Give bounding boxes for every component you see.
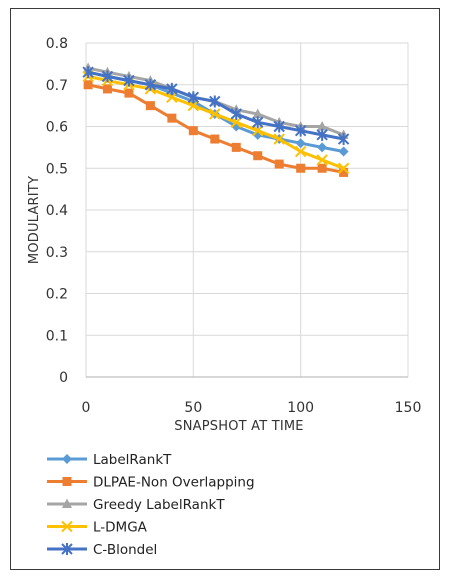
data-point xyxy=(166,82,178,95)
data-point xyxy=(337,162,350,174)
data-point xyxy=(209,95,221,108)
legend-entry: C-Blondel xyxy=(47,542,157,558)
data-point xyxy=(273,133,285,145)
legend-entry: DLPAE-Non Overlapping xyxy=(47,475,255,491)
data-point xyxy=(253,151,263,161)
gridlines xyxy=(85,42,409,378)
data-point xyxy=(101,70,114,83)
data-point xyxy=(294,124,307,137)
data-point xyxy=(294,145,307,158)
data-point xyxy=(83,80,93,90)
data-point xyxy=(188,126,198,136)
data-point xyxy=(252,108,263,118)
data-point xyxy=(167,113,177,123)
series-dlpae-non-overlapping xyxy=(83,80,349,177)
data-point xyxy=(273,120,285,133)
data-point xyxy=(295,138,306,149)
legend-label: C-Blondel xyxy=(93,542,157,558)
data-point xyxy=(123,74,135,87)
series-l-dmga xyxy=(82,70,350,174)
data-point xyxy=(210,134,220,144)
legend-label: LabelRankT xyxy=(93,452,172,468)
legend-entry: Greedy LabelRankT xyxy=(47,497,225,513)
data-point xyxy=(339,167,349,177)
series-lines xyxy=(82,62,350,177)
data-point xyxy=(230,116,242,129)
data-point xyxy=(230,107,242,120)
data-point xyxy=(82,66,94,79)
x-tick-label: 100 xyxy=(287,400,314,416)
legend-marker xyxy=(62,477,72,486)
data-point xyxy=(187,91,200,104)
data-point xyxy=(102,84,112,94)
legend-marker xyxy=(61,520,73,533)
data-point xyxy=(252,116,264,129)
y-tick-label: 0.3 xyxy=(46,245,68,261)
data-point xyxy=(209,108,221,120)
data-point xyxy=(124,88,134,98)
data-point xyxy=(317,163,327,173)
y-tick-label: 0.2 xyxy=(46,287,68,303)
x-tick-label: 0 xyxy=(82,400,91,416)
data-point xyxy=(337,133,350,146)
y-tick-label: 0.1 xyxy=(46,328,68,344)
y-tick-label: 0.4 xyxy=(46,203,68,219)
data-point xyxy=(274,159,284,169)
tick-labels: 0 0.1 0.2 0.3 0.4 0.5 0.6 0.7 0.8 0 50 100 150 xyxy=(46,36,422,416)
y-axis-title: MODULARITY xyxy=(27,176,42,264)
data-point xyxy=(144,78,157,91)
y-tick-label: 0.7 xyxy=(46,78,68,94)
x-tick-label: 150 xyxy=(395,400,422,416)
data-point xyxy=(338,146,349,157)
data-point xyxy=(317,121,328,131)
series-line-dlpae-non-overlapping xyxy=(87,83,344,174)
data-point xyxy=(316,154,328,166)
x-tick-label: 50 xyxy=(184,400,202,416)
legend-label: DLPAE-Non Overlapping xyxy=(93,475,255,491)
y-tick-label: 0.8 xyxy=(46,36,68,52)
legend-marker xyxy=(62,498,72,508)
legend-label: Greedy LabelRankT xyxy=(93,497,225,513)
data-point xyxy=(145,101,155,111)
y-tick-label: 0 xyxy=(59,370,68,386)
data-point xyxy=(231,142,241,152)
legend-label: L-DMGA xyxy=(93,520,148,536)
legend-marker xyxy=(61,543,73,555)
data-point xyxy=(187,99,200,112)
legend-marker xyxy=(62,454,72,464)
data-point xyxy=(296,163,306,173)
legend-entry: L-DMGA xyxy=(47,520,148,536)
series-c-blondel xyxy=(82,66,350,146)
data-point xyxy=(252,124,264,137)
chart-frame xyxy=(10,8,440,570)
y-tick-label: 0.5 xyxy=(46,161,68,177)
y-tick-label: 0.6 xyxy=(46,120,68,136)
x-axis-title: SNAPSHOT AT TIME xyxy=(174,419,303,434)
data-point xyxy=(317,142,328,153)
legend-entry: LabelRankT xyxy=(47,452,172,468)
legend: LabelRankT DLPAE-Non Overlapping Greedy La… xyxy=(47,452,255,558)
data-point xyxy=(166,91,178,103)
data-point xyxy=(316,128,328,141)
